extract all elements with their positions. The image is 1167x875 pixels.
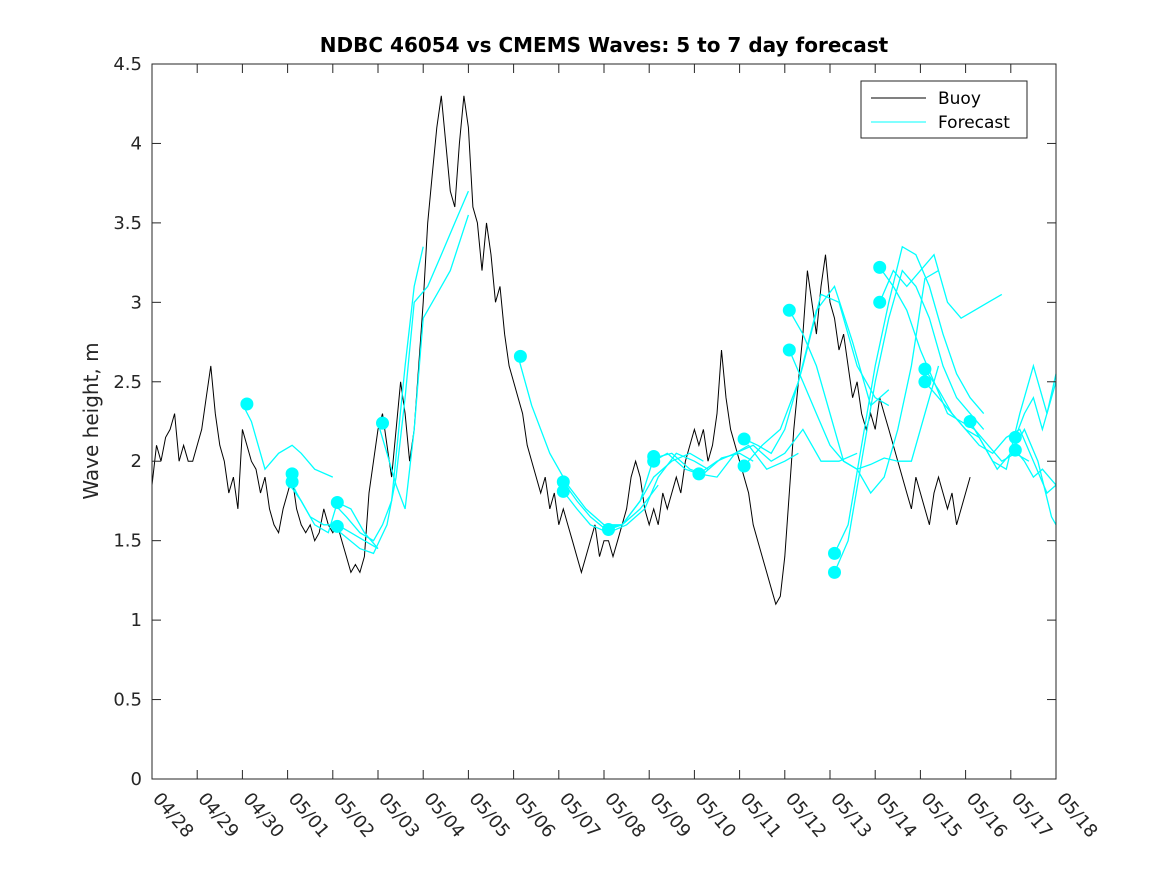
forecast-line-24 bbox=[1014, 381, 1057, 438]
forecast-marker bbox=[828, 565, 841, 579]
forecast-line-1 bbox=[241, 403, 334, 478]
legend-forecast-label: Forecast bbox=[938, 113, 1010, 133]
y-axis-label: Wave height, m bbox=[79, 342, 103, 499]
forecast-line-7 bbox=[517, 356, 659, 526]
chart-title: NDBC 46054 vs CMEMS Waves: 5 to 7 day fo… bbox=[320, 33, 889, 57]
forecast-marker bbox=[513, 349, 527, 363]
forecast-marker bbox=[376, 416, 389, 430]
forecast-line-20 bbox=[879, 253, 1003, 320]
legend: Buoy Forecast bbox=[860, 80, 1028, 139]
forecast-line-19 bbox=[879, 267, 1030, 463]
legend-buoy-label: Buoy bbox=[938, 89, 981, 109]
forecast-line-22 bbox=[924, 381, 1057, 495]
forecast-marker bbox=[918, 362, 932, 376]
y-tick-label: 0 bbox=[131, 769, 142, 790]
forecast-series bbox=[241, 190, 1057, 573]
forecast-marker bbox=[556, 484, 570, 498]
buoy-series bbox=[151, 95, 971, 606]
forecast-marker bbox=[330, 496, 344, 509]
forecast-marker bbox=[556, 475, 570, 489]
forecast-line-14 bbox=[743, 285, 890, 467]
forecast-marker bbox=[737, 459, 751, 473]
forecast-line-11 bbox=[653, 444, 799, 475]
forecast-marker bbox=[285, 475, 299, 489]
forecast-marker bbox=[647, 450, 661, 463]
forecast-marker bbox=[782, 343, 796, 357]
forecast-line-4 bbox=[332, 246, 424, 542]
forecast-line-25 bbox=[1014, 449, 1057, 486]
forecast-line-5 bbox=[332, 190, 469, 555]
y-tick-label: 0.5 bbox=[113, 690, 142, 711]
forecast-marker bbox=[963, 415, 977, 428]
forecast-line-3 bbox=[287, 481, 379, 550]
y-tick-label: 3 bbox=[131, 292, 142, 313]
forecast-marker bbox=[1008, 430, 1022, 444]
forecast-markers bbox=[240, 260, 1022, 579]
y-tick-label: 4.5 bbox=[113, 54, 142, 75]
buoy-line bbox=[151, 95, 971, 606]
forecast-marker bbox=[330, 519, 344, 533]
y-tick-label: 4 bbox=[131, 133, 142, 154]
forecast-marker bbox=[873, 260, 887, 274]
plot-area bbox=[152, 64, 1056, 779]
forecast-line-18 bbox=[833, 269, 985, 573]
forecast-line-15 bbox=[788, 309, 940, 470]
forecast-line-17 bbox=[833, 245, 985, 554]
forecast-marker bbox=[692, 467, 706, 481]
y-tick-label: 3.5 bbox=[113, 213, 142, 234]
legend-box bbox=[860, 80, 1028, 139]
forecast-marker bbox=[918, 375, 932, 389]
y-axis: 0 0.5 1 1.5 2 2.5 3 3.5 4 4.5 bbox=[113, 54, 1056, 790]
y-tick-label: 2.5 bbox=[113, 372, 142, 393]
forecast-marker bbox=[240, 397, 254, 411]
forecast-line-9 bbox=[562, 452, 709, 534]
forecast-marker bbox=[828, 546, 841, 560]
y-tick-label: 1.5 bbox=[113, 531, 142, 552]
forecast-marker bbox=[782, 303, 796, 317]
forecast-line-16 bbox=[788, 270, 939, 495]
y-tick-label: 2 bbox=[131, 451, 142, 472]
forecast-marker bbox=[737, 432, 751, 446]
forecast-marker bbox=[602, 523, 615, 536]
forecast-line-12 bbox=[698, 428, 858, 478]
forecast-line-6 bbox=[377, 214, 470, 510]
y-tick-label: 1 bbox=[131, 610, 142, 631]
forecast-marker bbox=[1008, 443, 1022, 457]
forecast-marker bbox=[873, 295, 887, 309]
